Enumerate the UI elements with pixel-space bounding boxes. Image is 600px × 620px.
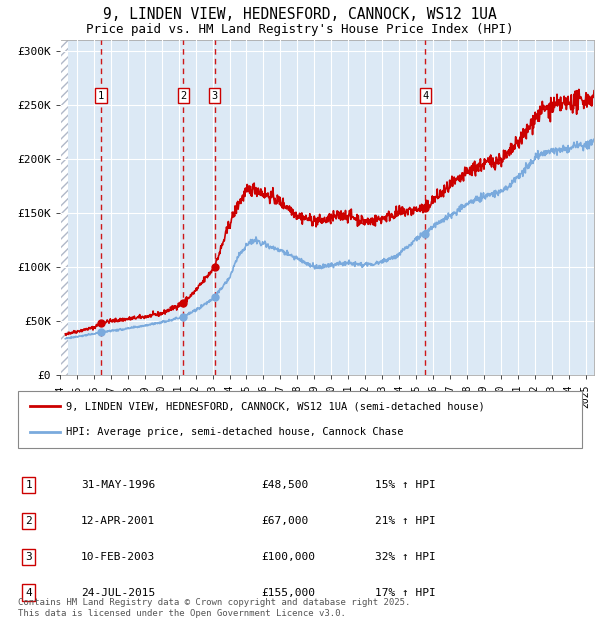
- Text: 15% ↑ HPI: 15% ↑ HPI: [375, 480, 436, 490]
- Text: 3: 3: [211, 91, 218, 100]
- Text: HPI: Average price, semi-detached house, Cannock Chase: HPI: Average price, semi-detached house,…: [66, 427, 404, 437]
- Bar: [18, 391, 582, 448]
- Text: Contains HM Land Registry data © Crown copyright and database right 2025.
This d: Contains HM Land Registry data © Crown c…: [18, 598, 410, 618]
- Text: 1: 1: [98, 91, 104, 100]
- Text: £155,000: £155,000: [261, 588, 315, 598]
- Text: 2: 2: [25, 516, 32, 526]
- Text: 4: 4: [25, 588, 32, 598]
- Text: 21% ↑ HPI: 21% ↑ HPI: [375, 516, 436, 526]
- Text: 2: 2: [180, 91, 187, 100]
- Text: 3: 3: [25, 552, 32, 562]
- Text: 12-APR-2001: 12-APR-2001: [81, 516, 155, 526]
- Text: Price paid vs. HM Land Registry's House Price Index (HPI): Price paid vs. HM Land Registry's House …: [86, 23, 514, 36]
- Text: 9, LINDEN VIEW, HEDNESFORD, CANNOCK, WS12 1UA (semi-detached house): 9, LINDEN VIEW, HEDNESFORD, CANNOCK, WS1…: [66, 401, 485, 411]
- Text: 17% ↑ HPI: 17% ↑ HPI: [375, 588, 436, 598]
- Text: 1: 1: [25, 480, 32, 490]
- Text: 32% ↑ HPI: 32% ↑ HPI: [375, 552, 436, 562]
- Text: £100,000: £100,000: [261, 552, 315, 562]
- Text: 10-FEB-2003: 10-FEB-2003: [81, 552, 155, 562]
- Text: 9, LINDEN VIEW, HEDNESFORD, CANNOCK, WS12 1UA: 9, LINDEN VIEW, HEDNESFORD, CANNOCK, WS1…: [103, 7, 497, 22]
- Text: £67,000: £67,000: [261, 516, 308, 526]
- Text: 4: 4: [422, 91, 428, 100]
- Text: 31-MAY-1996: 31-MAY-1996: [81, 480, 155, 490]
- Text: £48,500: £48,500: [261, 480, 308, 490]
- Text: 24-JUL-2015: 24-JUL-2015: [81, 588, 155, 598]
